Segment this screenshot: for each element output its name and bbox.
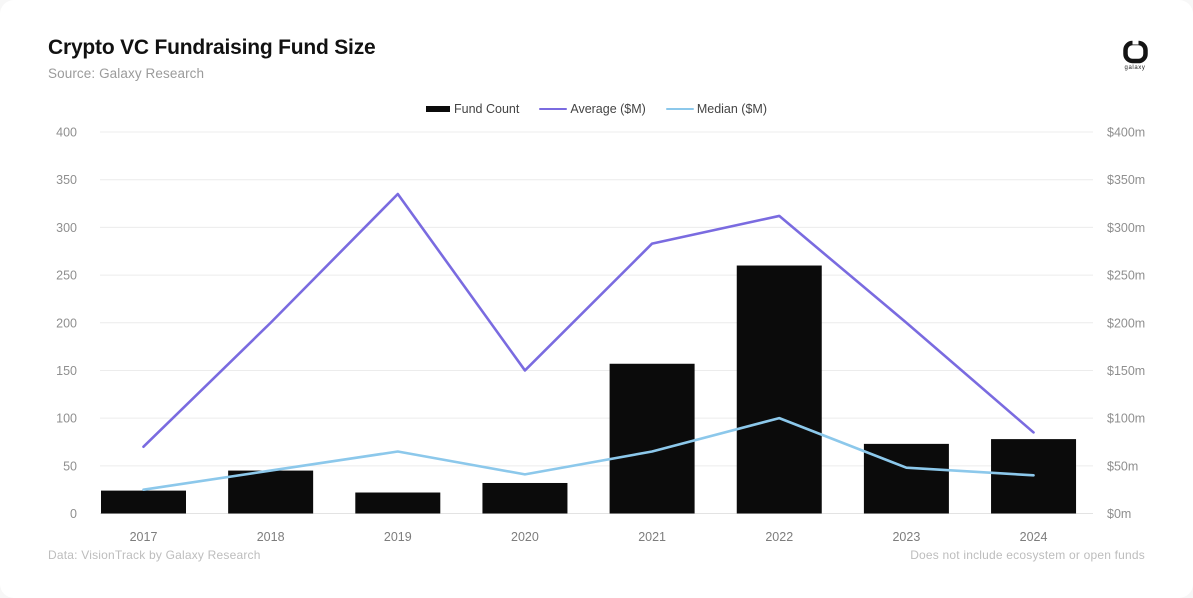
bar-2023 (863, 443, 949, 514)
galaxy-logo-label: galaxy (1124, 65, 1146, 71)
x-axis-label: 2024 (1020, 530, 1048, 544)
left-axis-tick: 350 (56, 173, 77, 187)
median-m-line (142, 416, 1035, 491)
bar-2022 (736, 265, 822, 514)
page-title: Crypto VC Fundraising Fund Size (48, 36, 376, 59)
legend-label: Fund Count (454, 102, 520, 116)
x-axis-label: 2020 (511, 530, 539, 544)
x-axis-label: 2018 (257, 530, 285, 544)
left-axis-tick: 300 (56, 221, 77, 235)
legend-item-fund-count: Fund Count (426, 102, 519, 116)
right-axis-tick: $200m (1107, 316, 1145, 330)
footer-data-note: Data: VisionTrack by Galaxy Research (48, 548, 261, 562)
x-axis-label: 2017 (130, 530, 158, 544)
x-axis-label: 2023 (892, 530, 920, 544)
left-axis-tick: 0 (70, 507, 77, 521)
bar-swatch-icon (426, 106, 450, 112)
bar-2021 (609, 363, 695, 514)
x-axis-label: 2021 (638, 530, 666, 544)
x-axis-label: 2022 (765, 530, 793, 544)
bar-2018 (228, 470, 314, 514)
line-swatch-icon (539, 107, 568, 111)
left-axis-tick: 250 (56, 269, 77, 283)
average-m-line (142, 192, 1035, 449)
line-swatch-icon (665, 107, 694, 111)
bar-2017 (101, 490, 186, 514)
left-axis-tick: 150 (56, 364, 77, 378)
left-axis-tick: 200 (56, 316, 77, 330)
left-axis-tick: 400 (56, 126, 77, 140)
right-axis-tick: $150m (1107, 364, 1145, 378)
right-axis-tick: $50m (1107, 459, 1138, 473)
right-axis-tick: $0m (1107, 507, 1131, 521)
source-label: Source: Galaxy Research (48, 66, 205, 81)
left-axis-tick: 100 (56, 412, 77, 426)
legend-label: Median ($M) (696, 102, 767, 116)
right-axis-tick: $350m (1107, 173, 1145, 187)
left-axis-tick: 50 (63, 459, 77, 473)
chart-legend: Fund Count Average ($M) Median ($M) (0, 102, 1193, 116)
right-axis-tick: $400m (1107, 126, 1145, 140)
legend-item-median-m: Median ($M) (665, 102, 767, 116)
right-axis-tick: $250m (1107, 269, 1145, 283)
right-axis-tick: $100m (1107, 412, 1145, 426)
legend-label: Average ($M) (570, 102, 646, 116)
galaxy-logo-icon (1122, 40, 1148, 64)
bar-2020 (482, 482, 568, 514)
right-axis-tick: $300m (1107, 221, 1145, 235)
bar-2019 (355, 492, 441, 514)
legend-item-average-m: Average ($M) (539, 102, 646, 116)
galaxy-logo: galaxy (1115, 40, 1155, 71)
footer-disclaimer: Does not include ecosystem or open funds (910, 548, 1145, 562)
x-axis-label: 2019 (384, 530, 412, 544)
